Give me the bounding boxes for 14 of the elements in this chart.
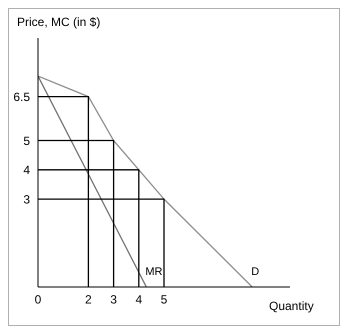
x-tick-label: 4 [135, 292, 142, 307]
x-tick-label: 3 [110, 292, 118, 307]
x-tick-label: 2 [85, 292, 92, 307]
series-label: MR [145, 266, 163, 278]
line-series [38, 75, 253, 287]
x-axis-title: Quantity [269, 299, 314, 313]
y-tick-label: 3 [23, 192, 30, 206]
y-tick-label: 6.5 [13, 90, 30, 104]
x-tick-label: 0 [34, 292, 42, 307]
y-tick-label: 4 [23, 163, 30, 178]
y-tick-label: 5 [23, 134, 30, 148]
x-tick-label: 5 [160, 292, 168, 307]
series-label: D [251, 266, 260, 278]
y-axis-title: Price, MC (in $) [17, 15, 100, 29]
